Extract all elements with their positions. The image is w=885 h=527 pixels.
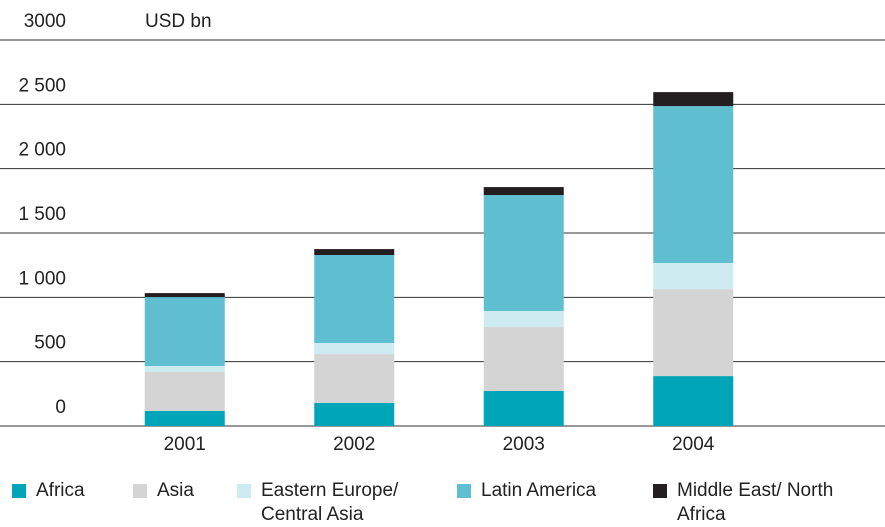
bar-segment bbox=[314, 255, 395, 344]
x-tick-label: 2001 bbox=[164, 434, 206, 455]
legend-label: Middle East/ North Africa bbox=[677, 480, 834, 525]
x-tick-label: 2004 bbox=[672, 434, 715, 455]
legend-item: Asia bbox=[133, 479, 194, 503]
y-tick-label: 1 000 bbox=[18, 268, 66, 289]
bar-segment bbox=[144, 410, 225, 426]
bar-segment bbox=[483, 310, 564, 328]
bar-segment bbox=[483, 195, 564, 311]
legend-swatch bbox=[12, 484, 26, 498]
y-tick-label: 1 500 bbox=[18, 204, 66, 225]
y-tick-label: 2 000 bbox=[18, 140, 66, 161]
legend-item: Eastern Europe/ Central Asia bbox=[237, 479, 421, 527]
bar-segment bbox=[653, 262, 734, 290]
bar-segment bbox=[653, 106, 734, 263]
bar-segment bbox=[314, 249, 395, 256]
y-tick-label: 500 bbox=[34, 333, 66, 354]
bar-segment bbox=[653, 376, 734, 426]
x-tick-label: 2003 bbox=[503, 434, 545, 455]
legend-swatch bbox=[457, 484, 471, 498]
legend-swatch bbox=[237, 484, 251, 498]
chart: USD bn 0 500 1 000 1 500 2 000 2 500 3000 2001 2… bbox=[0, 11, 885, 455]
legend-item: Middle East/ North Africa bbox=[653, 479, 837, 527]
bar-segment bbox=[144, 293, 225, 298]
bar-segment bbox=[314, 354, 395, 403]
legend-label: Eastern Europe/ Central Asia bbox=[261, 480, 399, 525]
bar-segment bbox=[483, 327, 564, 392]
legend: Africa Asia Eastern Europe/ Central Asia La… bbox=[0, 479, 885, 527]
bar-segment bbox=[483, 187, 564, 196]
y-tick-label: 0 bbox=[55, 397, 66, 418]
y-tick-label: 3000 bbox=[24, 11, 66, 32]
legend-swatch bbox=[133, 484, 147, 498]
bar-segment bbox=[144, 297, 225, 367]
legend-item: Africa bbox=[12, 479, 85, 503]
bar-segment bbox=[144, 366, 225, 372]
legend-label: Africa bbox=[36, 480, 85, 501]
y-unit: USD bn bbox=[145, 11, 212, 32]
bar-segment bbox=[314, 402, 395, 426]
bar-segment bbox=[314, 343, 395, 355]
x-tick-label: 2002 bbox=[333, 434, 375, 455]
legend-label: Latin America bbox=[481, 480, 597, 501]
legend-item: Latin America bbox=[457, 479, 596, 503]
legend-swatch bbox=[653, 484, 667, 498]
bar-segment bbox=[653, 289, 734, 377]
bar-segment bbox=[483, 391, 564, 426]
y-tick-label: 2 500 bbox=[18, 75, 66, 96]
bar-segment bbox=[653, 92, 734, 107]
bar-segment bbox=[144, 371, 225, 411]
legend-label: Asia bbox=[157, 480, 194, 501]
